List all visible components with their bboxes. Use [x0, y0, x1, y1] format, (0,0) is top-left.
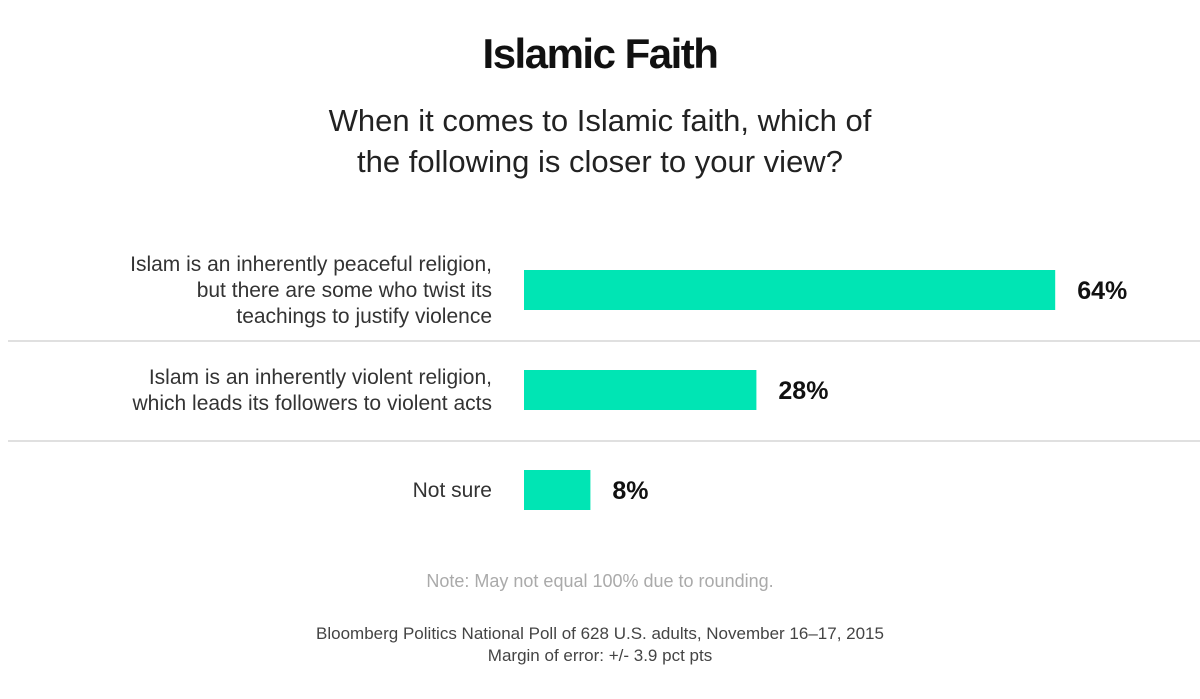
- category-label-line: Islam is an inherently peaceful religion…: [130, 253, 492, 276]
- category-label-line: but there are some who twist its: [197, 279, 492, 302]
- category-label-line: Not sure: [413, 479, 492, 502]
- bar-chart: 64% Islam is an inherently peaceful relig…: [8, 253, 1200, 510]
- source-line-1: Bloomberg Politics National Poll of 628 …: [316, 624, 884, 643]
- rounding-note: Note: May not equal 100% due to rounding…: [426, 571, 774, 591]
- value-label: 64%: [1077, 277, 1127, 305]
- value-label: 8%: [612, 477, 648, 505]
- value-label: 28%: [778, 377, 828, 405]
- bar: [524, 470, 591, 510]
- bar: [524, 270, 1056, 310]
- source-line-2: Margin of error: +/- 3.9 pct pts: [487, 646, 713, 665]
- category-label: Not sure: [413, 479, 492, 502]
- category-label-line: Islam is an inherently violent religion,: [149, 366, 492, 389]
- bar: [524, 370, 757, 410]
- subtitle-line-2: the following is closer to your view?: [357, 144, 843, 179]
- chart-subtitle: When it comes to Islamic faith, which of…: [0, 100, 1200, 182]
- source-note: Bloomberg Politics National Poll of 628 …: [0, 623, 1200, 667]
- category-label: Islam is an inherently violent religion,…: [132, 366, 493, 415]
- category-label-line: which leads its followers to violent act…: [132, 392, 493, 415]
- subtitle-line-1: When it comes to Islamic faith, which of: [328, 103, 872, 138]
- category-label-line: teachings to justify violence: [236, 305, 492, 328]
- chart-title: Islamic Faith: [482, 30, 719, 77]
- category-label: Islam is an inherently peaceful religion…: [130, 253, 492, 328]
